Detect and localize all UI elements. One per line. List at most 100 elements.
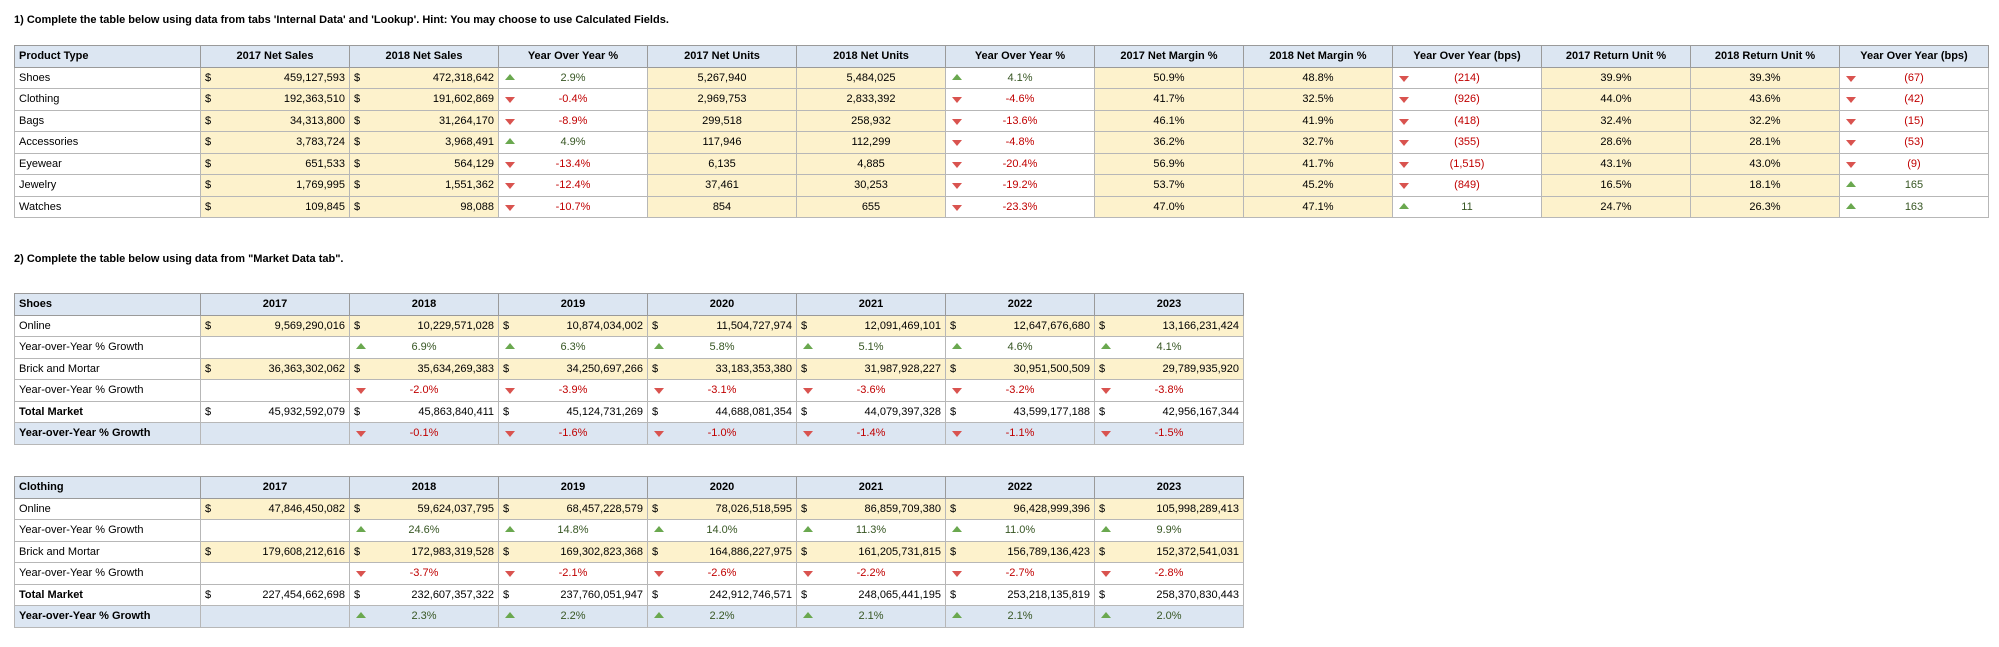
growth-cell[interactable]: 6.3%: [498, 336, 648, 359]
net-sales-2018-cell[interactable]: $1,551,362: [349, 174, 499, 197]
net-margin-yoy-bps-cell[interactable]: (926): [1392, 88, 1542, 111]
growth-cell[interactable]: 2.1%: [945, 605, 1095, 628]
net-margin-2018-cell[interactable]: 45.2%: [1243, 174, 1393, 197]
growth-cell[interactable]: -3.1%: [647, 379, 797, 402]
total-market-cell[interactable]: $43,599,177,188: [945, 400, 1095, 423]
growth-cell[interactable]: -3.7%: [349, 562, 499, 585]
growth-cell[interactable]: -1.6%: [498, 422, 648, 445]
net-units-2018-cell[interactable]: 4,885: [796, 152, 946, 175]
growth-cell[interactable]: -2.1%: [498, 562, 648, 585]
net-sales-yoy-cell[interactable]: -13.4%: [498, 152, 648, 175]
growth-cell[interactable]: -2.2%: [796, 562, 946, 585]
growth-cell[interactable]: 4.1%: [1094, 336, 1244, 359]
product-type-cell[interactable]: Clothing: [14, 88, 201, 111]
net-units-2018-cell[interactable]: 30,253: [796, 174, 946, 197]
return-unit-2018-cell[interactable]: 43.6%: [1690, 88, 1840, 111]
growth-cell[interactable]: -2.8%: [1094, 562, 1244, 585]
return-unit-2018-cell[interactable]: 18.1%: [1690, 174, 1840, 197]
return-unit-yoy-bps-cell[interactable]: (53): [1839, 131, 1989, 154]
net-units-yoy-cell[interactable]: -4.6%: [945, 88, 1095, 111]
total-market-cell[interactable]: $248,065,441,195: [796, 583, 946, 606]
market-value-cell[interactable]: $11,504,727,974: [647, 314, 797, 337]
net-margin-yoy-bps-cell[interactable]: (849): [1392, 174, 1542, 197]
product-type-cell[interactable]: Bags: [14, 109, 201, 132]
net-sales-2017-cell[interactable]: $192,363,510: [200, 88, 350, 111]
growth-cell[interactable]: 2.1%: [796, 605, 946, 628]
return-unit-yoy-bps-cell[interactable]: (42): [1839, 88, 1989, 111]
market-value-cell[interactable]: $152,372,541,031: [1094, 540, 1244, 563]
growth-cell[interactable]: [200, 336, 350, 359]
net-margin-2018-cell[interactable]: 48.8%: [1243, 66, 1393, 89]
growth-cell[interactable]: -3.8%: [1094, 379, 1244, 402]
market-value-cell[interactable]: $33,183,353,380: [647, 357, 797, 380]
net-units-2017-cell[interactable]: 117,946: [647, 131, 797, 154]
net-sales-2017-cell[interactable]: $651,533: [200, 152, 350, 175]
growth-cell[interactable]: [200, 379, 350, 402]
product-type-cell[interactable]: Shoes: [14, 66, 201, 89]
total-market-cell[interactable]: $232,607,357,322: [349, 583, 499, 606]
growth-cell[interactable]: 2.2%: [647, 605, 797, 628]
market-value-cell[interactable]: $31,987,928,227: [796, 357, 946, 380]
growth-cell[interactable]: -1.5%: [1094, 422, 1244, 445]
market-value-cell[interactable]: $161,205,731,815: [796, 540, 946, 563]
market-value-cell[interactable]: $59,624,037,795: [349, 497, 499, 520]
total-market-cell[interactable]: $45,932,592,079: [200, 400, 350, 423]
net-sales-2018-cell[interactable]: $98,088: [349, 195, 499, 218]
return-unit-2018-cell[interactable]: 43.0%: [1690, 152, 1840, 175]
total-market-cell[interactable]: $44,079,397,328: [796, 400, 946, 423]
growth-cell[interactable]: [200, 605, 350, 628]
market-value-cell[interactable]: $12,091,469,101: [796, 314, 946, 337]
net-units-2017-cell[interactable]: 6,135: [647, 152, 797, 175]
net-margin-2017-cell[interactable]: 50.9%: [1094, 66, 1244, 89]
net-units-2017-cell[interactable]: 854: [647, 195, 797, 218]
growth-cell[interactable]: 5.8%: [647, 336, 797, 359]
net-sales-yoy-cell[interactable]: -10.7%: [498, 195, 648, 218]
net-units-2017-cell[interactable]: 2,969,753: [647, 88, 797, 111]
market-value-cell[interactable]: $29,789,935,920: [1094, 357, 1244, 380]
net-sales-2017-cell[interactable]: $1,769,995: [200, 174, 350, 197]
return-unit-2018-cell[interactable]: 32.2%: [1690, 109, 1840, 132]
net-margin-2018-cell[interactable]: 32.5%: [1243, 88, 1393, 111]
growth-cell[interactable]: -1.1%: [945, 422, 1095, 445]
market-value-cell[interactable]: $169,302,823,368: [498, 540, 648, 563]
growth-cell[interactable]: 24.6%: [349, 519, 499, 542]
total-market-cell[interactable]: $253,218,135,819: [945, 583, 1095, 606]
net-sales-yoy-cell[interactable]: -8.9%: [498, 109, 648, 132]
return-unit-2018-cell[interactable]: 26.3%: [1690, 195, 1840, 218]
market-value-cell[interactable]: $30,951,500,509: [945, 357, 1095, 380]
growth-cell[interactable]: 2.3%: [349, 605, 499, 628]
growth-cell[interactable]: -2.6%: [647, 562, 797, 585]
net-sales-2018-cell[interactable]: $191,602,869: [349, 88, 499, 111]
net-margin-yoy-bps-cell[interactable]: (418): [1392, 109, 1542, 132]
return-unit-2017-cell[interactable]: 24.7%: [1541, 195, 1691, 218]
growth-cell[interactable]: 2.0%: [1094, 605, 1244, 628]
product-type-cell[interactable]: Jewelry: [14, 174, 201, 197]
net-units-yoy-cell[interactable]: 4.1%: [945, 66, 1095, 89]
growth-cell[interactable]: 11.3%: [796, 519, 946, 542]
total-market-cell[interactable]: $45,863,840,411: [349, 400, 499, 423]
net-sales-yoy-cell[interactable]: 4.9%: [498, 131, 648, 154]
growth-cell[interactable]: -1.4%: [796, 422, 946, 445]
net-margin-2018-cell[interactable]: 32.7%: [1243, 131, 1393, 154]
growth-cell[interactable]: 11.0%: [945, 519, 1095, 542]
net-margin-2017-cell[interactable]: 46.1%: [1094, 109, 1244, 132]
total-market-cell[interactable]: $44,688,081,354: [647, 400, 797, 423]
growth-cell[interactable]: -1.0%: [647, 422, 797, 445]
net-sales-2017-cell[interactable]: $109,845: [200, 195, 350, 218]
net-margin-yoy-bps-cell[interactable]: (214): [1392, 66, 1542, 89]
net-sales-2017-cell[interactable]: $459,127,593: [200, 66, 350, 89]
growth-cell[interactable]: 5.1%: [796, 336, 946, 359]
growth-cell[interactable]: -2.0%: [349, 379, 499, 402]
market-value-cell[interactable]: $78,026,518,595: [647, 497, 797, 520]
market-value-cell[interactable]: $34,250,697,266: [498, 357, 648, 380]
total-market-cell[interactable]: $42,956,167,344: [1094, 400, 1244, 423]
return-unit-yoy-bps-cell[interactable]: 165: [1839, 174, 1989, 197]
net-margin-2017-cell[interactable]: 56.9%: [1094, 152, 1244, 175]
net-units-yoy-cell[interactable]: -19.2%: [945, 174, 1095, 197]
net-sales-2018-cell[interactable]: $3,968,491: [349, 131, 499, 154]
growth-cell[interactable]: -2.7%: [945, 562, 1095, 585]
net-margin-yoy-bps-cell[interactable]: (1,515): [1392, 152, 1542, 175]
market-value-cell[interactable]: $36,363,302,062: [200, 357, 350, 380]
net-units-2018-cell[interactable]: 258,932: [796, 109, 946, 132]
net-margin-2018-cell[interactable]: 41.7%: [1243, 152, 1393, 175]
